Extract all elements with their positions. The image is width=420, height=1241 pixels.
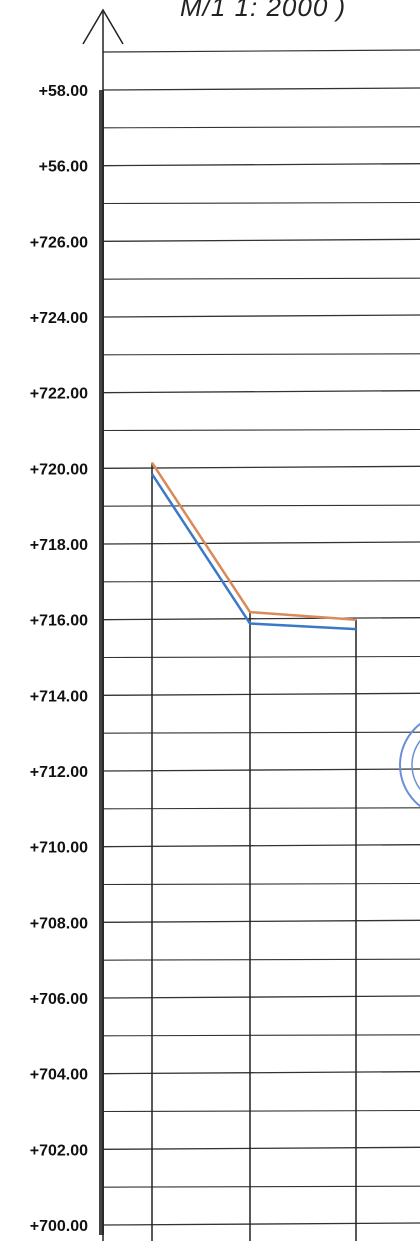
elevation-label: +58.00 <box>39 83 88 100</box>
grid-line-minor <box>102 428 420 432</box>
vertical-axis <box>82 8 124 1241</box>
grid-line-minor <box>102 504 420 507</box>
grid-line-minor <box>102 882 420 886</box>
series-line <box>150 462 357 621</box>
elevation-label: +714.00 <box>30 688 88 705</box>
grid-line-minor <box>102 958 420 961</box>
grid-line-minor <box>102 1109 420 1113</box>
elevation-labels: +58.00 +56.00 +726.00 +724.00 +722.00 +720.00… <box>30 83 88 1235</box>
grid-line-major <box>102 1222 420 1226</box>
series-line <box>150 473 357 631</box>
grid-line-minor <box>102 1034 420 1037</box>
stamp-outer-ring <box>399 722 420 808</box>
grid-line-major <box>102 314 420 318</box>
scale-note: М/1 1: 2000 ) <box>180 0 347 22</box>
elevation-grid <box>102 49 420 1226</box>
grid-line-minor <box>102 201 420 205</box>
elevation-label: +720.00 <box>30 461 88 478</box>
elevation-label: +700.00 <box>30 1218 88 1235</box>
grid-line-major <box>102 163 420 167</box>
grid-line-major <box>102 1071 420 1075</box>
elevation-label: +708.00 <box>30 915 88 932</box>
grid-line-minor <box>102 277 420 280</box>
stamp-inner-ring <box>411 739 420 791</box>
grid-line-minor <box>102 731 420 734</box>
grid-line-minor <box>102 1185 420 1188</box>
grid-line-major <box>102 238 420 242</box>
elevation-label: +712.00 <box>30 764 88 781</box>
elevation-label: +718.00 <box>30 537 88 554</box>
grid-line-minor <box>102 353 420 356</box>
grid-line-minor <box>102 580 420 583</box>
elevation-label: +726.00 <box>30 234 88 251</box>
grid-line-major <box>102 692 420 696</box>
grid-line-major <box>102 1146 420 1150</box>
grid-line-major <box>102 617 420 621</box>
grid-line-major <box>102 844 420 848</box>
grid-line-major <box>102 87 420 91</box>
stamp-seal <box>399 722 420 808</box>
elevation-label: +56.00 <box>39 159 88 176</box>
grid-line-major <box>102 768 420 772</box>
profile-series <box>150 462 357 631</box>
elevation-label: +724.00 <box>30 310 88 327</box>
grid-line-major <box>102 390 420 394</box>
elevation-label: +722.00 <box>30 386 88 403</box>
grid-line-major <box>102 995 420 999</box>
grid-line-minor <box>102 126 420 129</box>
elevation-label: +702.00 <box>30 1142 88 1159</box>
grid-line-minor <box>102 49 420 53</box>
station-lines <box>151 462 357 1241</box>
elevation-label: +710.00 <box>30 840 88 857</box>
axis-arrow-icon <box>82 8 124 45</box>
axis-bar <box>99 90 104 1235</box>
grid-line-major <box>102 541 420 545</box>
grid-line-minor <box>102 655 420 659</box>
grid-line-minor <box>102 807 420 810</box>
elevation-label: +706.00 <box>30 991 88 1008</box>
grid-line-major <box>102 919 420 923</box>
elevation-label: +716.00 <box>30 613 88 630</box>
grid-line-major <box>102 465 420 469</box>
elevation-label: +704.00 <box>30 1067 88 1084</box>
